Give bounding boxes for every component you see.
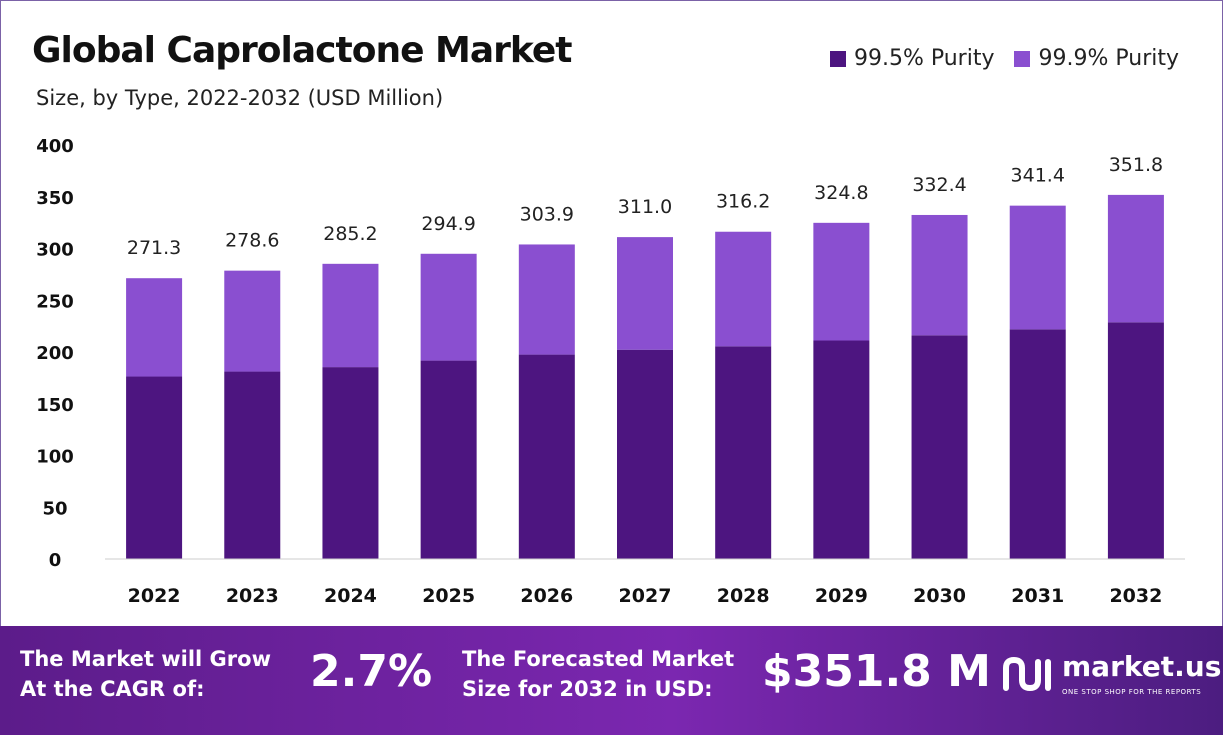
bar-segment-999 <box>1009 205 1066 330</box>
y-tick-label: 400 <box>36 136 74 157</box>
brand-tagline: ONE STOP SHOP FOR THE REPORTS <box>1062 688 1202 696</box>
cagr-value: 2.7% <box>310 646 433 697</box>
x-tick-label: 2031 <box>1011 585 1064 607</box>
bar-segment-995 <box>1009 329 1066 559</box>
legend-item-999: 99.9% Purity <box>1014 46 1179 71</box>
bar-segment-999 <box>1107 194 1164 323</box>
x-tick-label: 2023 <box>226 585 279 607</box>
chart-title: Global Caprolactone Market <box>32 30 572 71</box>
bar-segment-999 <box>420 253 477 361</box>
x-tick-label: 2030 <box>913 585 966 607</box>
y-tick-label: 0 <box>49 550 62 571</box>
data-label-total: 311.0 <box>618 196 672 218</box>
chart-legend: 99.5% Purity 99.9% Purity <box>829 46 1179 71</box>
x-tick-label: 2022 <box>128 585 181 607</box>
data-label-total: 271.3 <box>127 237 181 259</box>
bar-segment-995 <box>617 349 673 559</box>
forecast-value: $351.8 M <box>762 646 991 697</box>
x-tick-label: 2024 <box>324 585 377 607</box>
chart-subtitle: Size, by Type, 2022-2032 (USD Million) <box>36 86 444 110</box>
legend-swatch-999 <box>1014 50 1031 67</box>
data-label-total: 285.2 <box>323 223 377 245</box>
x-tick-label: 2028 <box>717 585 770 607</box>
bar-segment-995 <box>420 360 477 559</box>
y-tick-label: 300 <box>36 240 74 261</box>
x-tick-label: 2029 <box>815 585 868 607</box>
bar-segment-999 <box>126 278 183 377</box>
bar-segment-999 <box>715 231 772 347</box>
y-tick-label: 50 <box>42 498 67 519</box>
y-tick-label: 150 <box>36 395 74 416</box>
data-label-total: 278.6 <box>225 230 279 252</box>
data-label-total: 351.8 <box>1109 154 1163 176</box>
bar-segment-995 <box>1107 322 1164 559</box>
bar-segment-995 <box>126 376 183 559</box>
x-tick-label: 2026 <box>520 585 573 607</box>
forecast-label: The Forecasted Market Size for 2032 in U… <box>462 647 735 701</box>
legend-label-995: 99.5% Purity <box>853 46 995 71</box>
bar-segment-995 <box>813 340 870 559</box>
data-label-total: 332.4 <box>912 174 966 196</box>
bar-segment-999 <box>617 237 673 350</box>
data-label-total: 324.8 <box>814 182 868 204</box>
y-tick-label: 200 <box>36 343 74 364</box>
bar-segment-999 <box>911 214 968 336</box>
y-axis: 0 50 100 150 200 250 300 350 400 <box>36 136 74 571</box>
x-tick-label: 2027 <box>619 585 672 607</box>
data-label-total: 303.9 <box>520 203 574 225</box>
brand-name: market.us <box>1062 650 1222 683</box>
bar-segment-999 <box>322 263 379 368</box>
bar-segment-995 <box>322 367 379 559</box>
y-tick-label: 350 <box>36 188 74 209</box>
bar-segment-995 <box>911 335 968 559</box>
footer-banner: The Market will Grow At the CAGR of: 2.7… <box>0 626 1223 735</box>
bar-segment-999 <box>813 222 870 341</box>
legend-item-995: 99.5% Purity <box>829 46 995 71</box>
cagr-label: The Market will Grow At the CAGR of: <box>20 647 271 701</box>
data-label-total: 341.4 <box>1011 165 1065 187</box>
bar-segment-995 <box>518 354 575 559</box>
data-label-total: 294.9 <box>421 213 475 235</box>
bar-chart: 0 50 100 150 200 250 300 350 400 271.3 278.6 285.2… <box>36 136 1185 607</box>
x-axis: 2022 2023 2024 2025 2026 2027 2028 2029 2030 2031… <box>128 585 1163 607</box>
bars: 271.3 278.6 285.2 294.9 303.9 311.0 316.2 324.8… <box>126 154 1164 559</box>
y-tick-label: 250 <box>36 291 74 312</box>
x-tick-label: 2025 <box>422 585 475 607</box>
bar-segment-999 <box>224 270 281 372</box>
bar-segment-999 <box>518 244 575 355</box>
x-tick-label: 2032 <box>1109 585 1162 607</box>
data-label-total: 316.2 <box>716 191 770 213</box>
legend-swatch-995 <box>829 50 846 67</box>
bar-segment-995 <box>715 346 772 559</box>
legend-label-999: 99.9% Purity <box>1038 46 1179 71</box>
y-tick-label: 100 <box>36 447 74 468</box>
bar-segment-995 <box>224 371 281 559</box>
market-us-logo-icon <box>1003 656 1051 692</box>
